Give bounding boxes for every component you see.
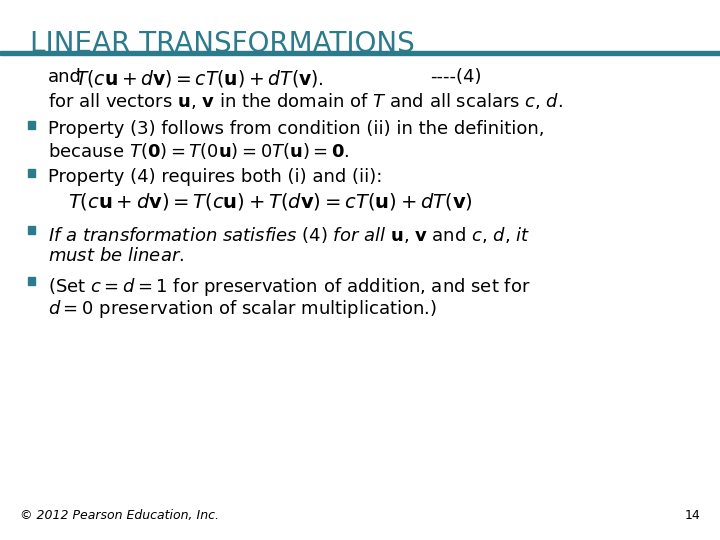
Text: © 2012 Pearson Education, Inc.: © 2012 Pearson Education, Inc. — [20, 509, 219, 522]
Text: and: and — [48, 68, 82, 86]
Text: for all vectors $\mathbf{u}$, $\mathbf{v}$ in the domain of $T$ and all scalars : for all vectors $\mathbf{u}$, $\mathbf{v… — [48, 91, 563, 111]
Text: $T(c\mathbf{u}+d\mathbf{v})=T(c\mathbf{u})+T(d\mathbf{v})=cT(\mathbf{u})+dT(\mat: $T(c\mathbf{u}+d\mathbf{v})=T(c\mathbf{u… — [68, 191, 473, 212]
Text: LINEAR TRANSFORMATIONS: LINEAR TRANSFORMATIONS — [30, 30, 415, 58]
Text: because $T(\mathbf{0})=T(0\mathbf{u})=0T(\mathbf{u})=\mathbf{0}$.: because $T(\mathbf{0})=T(0\mathbf{u})=0T… — [48, 141, 350, 161]
Bar — [28, 277, 35, 285]
Text: 14: 14 — [684, 509, 700, 522]
Text: $d=0$ preservation of scalar multiplication.): $d=0$ preservation of scalar multiplicat… — [48, 298, 437, 320]
Text: $T(c\mathbf{u}+d\mathbf{v})=cT(\mathbf{u})+dT(\mathbf{v}).$: $T(c\mathbf{u}+d\mathbf{v})=cT(\mathbf{u… — [75, 68, 324, 89]
Bar — [28, 169, 35, 177]
Text: Property (3) follows from condition (ii) in the definition,: Property (3) follows from condition (ii)… — [48, 120, 544, 138]
Text: $\mathit{If\ a\ transformation\ satisfies}$ (4) $\mathit{for\ all}$ $\mathbf{u}$: $\mathit{If\ a\ transformation\ satisfie… — [48, 225, 531, 245]
Bar — [28, 121, 35, 129]
Text: ----(4): ----(4) — [430, 68, 482, 86]
Text: (Set $c=d=1$ for preservation of addition, and set for: (Set $c=d=1$ for preservation of additio… — [48, 276, 531, 298]
Text: $\mathit{must\ be\ linear}$.: $\mathit{must\ be\ linear}$. — [48, 247, 184, 265]
FancyArrow shape — [0, 51, 720, 55]
Text: Property (4) requires both (i) and (ii):: Property (4) requires both (i) and (ii): — [48, 168, 382, 186]
Bar — [28, 226, 35, 234]
